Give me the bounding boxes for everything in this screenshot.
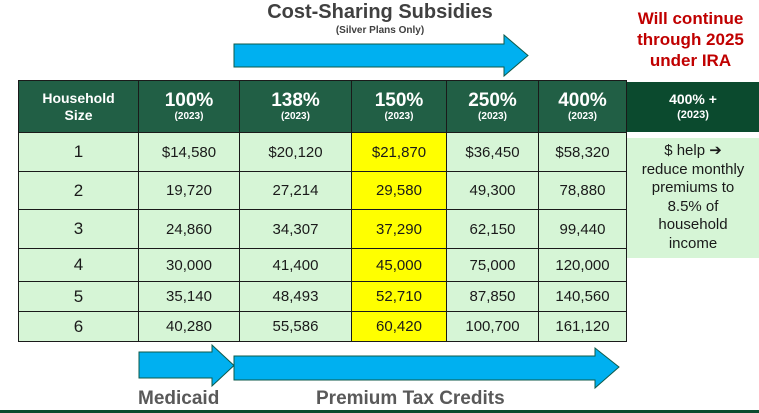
table-row: 4 30,000 41,400 45,000 75,000 120,000 <box>18 248 627 282</box>
table-header-row: Household Size 100% (2023) 138% (2023) 1… <box>18 80 627 133</box>
col-pct: 250% <box>468 89 517 111</box>
table-row: 3 24,860 34,307 37,290 62,150 99,440 <box>18 209 627 249</box>
side-panel-year: (2023) <box>677 109 709 121</box>
cell-138: 34,307 <box>239 209 352 249</box>
table-row: 1 $14,580 $20,120 $21,870 $36,450 $58,32… <box>18 132 627 172</box>
cell-400: 140,560 <box>538 281 627 312</box>
col-pct: 100% <box>164 89 214 111</box>
cost-sharing-title: Cost-Sharing Subsidies <box>267 1 493 23</box>
side-panel-line: 8.5% of <box>667 197 719 215</box>
cell-138: 27,214 <box>239 171 352 210</box>
cell-150: 37,290 <box>351 209 447 249</box>
fpl-income-table: Household Size 100% (2023) 138% (2023) 1… <box>18 80 627 342</box>
side-panel-note: $ help ➔ reduce monthly premiums to 8.5%… <box>627 138 759 258</box>
cell-138: $20,120 <box>239 132 352 172</box>
cell-size: 1 <box>18 132 139 172</box>
bottom-divider <box>0 410 759 413</box>
medicaid-arrow-icon <box>138 343 235 388</box>
cell-150: 45,000 <box>351 248 447 282</box>
cell-250: 87,850 <box>446 281 539 312</box>
cell-400: 120,000 <box>538 248 627 282</box>
side-panel-line: income <box>668 234 718 252</box>
cell-400: 161,120 <box>538 311 627 342</box>
side-panel-pct: 400% + <box>669 91 717 107</box>
col-pct: 138% <box>271 89 320 111</box>
cell-250: 75,000 <box>446 248 539 282</box>
cost-sharing-arrow-icon <box>233 33 529 78</box>
cell-100: 40,280 <box>138 311 240 342</box>
cell-size: 5 <box>18 281 139 312</box>
premium-tax-credit-arrow-icon <box>233 346 620 390</box>
col-150-pct: 150% (2023) <box>351 80 447 133</box>
cell-400: $58,320 <box>538 132 627 172</box>
cell-100: 24,860 <box>138 209 240 249</box>
col-year: (2023) <box>384 110 414 122</box>
cell-138: 41,400 <box>239 248 352 282</box>
cell-250: $36,450 <box>446 132 539 172</box>
side-panel-line: premiums to <box>651 179 735 196</box>
cell-size: 3 <box>18 209 139 249</box>
side-panel-line: $ help ➔ <box>664 142 722 159</box>
cell-150: 60,420 <box>351 311 447 342</box>
cell-150: 52,710 <box>351 281 447 312</box>
col-year: (2023) <box>568 110 597 122</box>
cell-138: 55,586 <box>239 311 352 342</box>
col-138-pct: 138% (2023) <box>239 80 352 133</box>
col-label: Household <box>42 89 115 106</box>
col-400-pct: 400% (2023) <box>538 80 627 133</box>
col-year: (2023) <box>174 110 204 122</box>
cell-100: 35,140 <box>138 281 240 312</box>
table-row: 6 40,280 55,586 60,420 100,700 161,120 <box>18 311 627 342</box>
cell-250: 62,150 <box>446 209 539 249</box>
cell-size: 6 <box>18 311 139 342</box>
side-panel-header: 400% + (2023) <box>627 82 759 132</box>
ira-note-line-3: under IRA <box>649 51 732 70</box>
col-pct: 400% <box>558 89 607 111</box>
cell-150: $21,870 <box>351 132 447 172</box>
ira-note-line-1: Will continue <box>637 9 744 28</box>
cell-400: 78,880 <box>538 171 627 210</box>
col-100-pct: 100% (2023) <box>138 80 240 133</box>
medicaid-label: Medicaid <box>138 388 220 409</box>
col-pct: 150% <box>374 89 424 111</box>
cost-sharing-subtitle: (Silver Plans Only) <box>335 25 425 36</box>
cell-100: 19,720 <box>138 171 240 210</box>
table-row: 2 19,720 27,214 29,580 49,300 78,880 <box>18 171 627 210</box>
col-year: (2023) <box>478 110 507 122</box>
cell-250: 49,300 <box>446 171 539 210</box>
cell-size: 2 <box>18 171 139 210</box>
cell-100: 30,000 <box>138 248 240 282</box>
table-row: 5 35,140 48,493 52,710 87,850 140,560 <box>18 281 627 312</box>
cell-150: 29,580 <box>351 171 447 210</box>
cell-100: $14,580 <box>138 132 240 172</box>
premium-tax-credits-label: Premium Tax Credits <box>316 388 505 409</box>
side-panel-line: reduce monthly <box>641 160 745 178</box>
cell-size: 4 <box>18 248 139 282</box>
col-label: Size <box>64 106 93 123</box>
ira-note-line-2: through 2025 <box>637 30 744 49</box>
cell-250: 100,700 <box>446 311 539 342</box>
ira-note: Will continue through 2025 under IRA <box>622 8 759 71</box>
side-panel-line: household <box>658 216 728 233</box>
col-250-pct: 250% (2023) <box>446 80 539 133</box>
col-year: (2023) <box>281 110 310 122</box>
col-household-size: Household Size <box>18 80 139 133</box>
cell-400: 99,440 <box>538 209 627 249</box>
cell-138: 48,493 <box>239 281 352 312</box>
